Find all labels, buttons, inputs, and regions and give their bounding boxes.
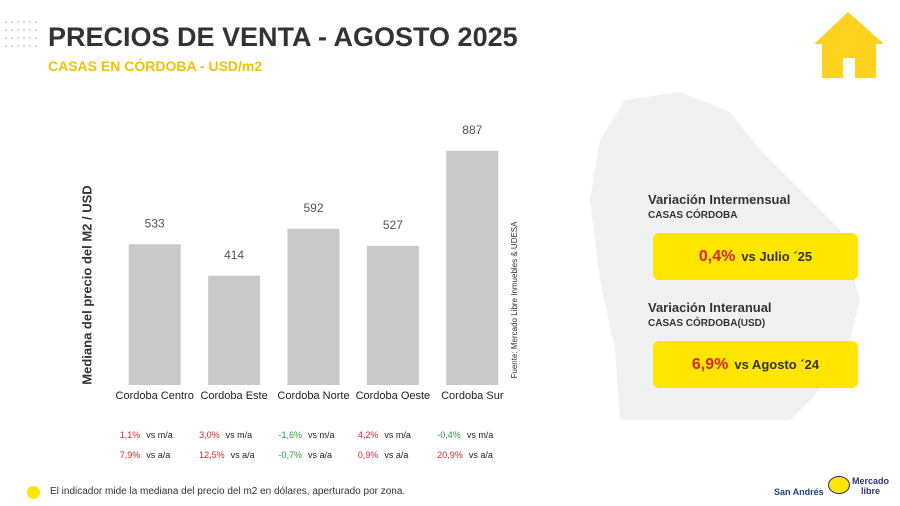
variation-value: 3,0% [199, 430, 220, 440]
x-tick-label: Cordoba Norte [277, 390, 350, 402]
variation: 7,9% vs a/a [120, 450, 210, 460]
x-tick-label: Cordoba Este [200, 390, 268, 402]
variation-label: vs m/a [384, 430, 411, 440]
value-label: 527 [383, 218, 403, 232]
x-tick-label: Cordoba Centro [115, 390, 194, 402]
bar [128, 244, 181, 385]
x-tick-label: Cordoba Oeste [355, 390, 431, 402]
variation-label: vs m/a [225, 430, 253, 440]
variation-value: 7,9% [119, 450, 141, 460]
panel-subtitle: CASAS CÓRDOBA [648, 210, 738, 221]
logo-ml-text: libre [861, 486, 881, 496]
variation: 3,0% vs m/a [199, 430, 289, 440]
variation: 20,9% vs a/a [437, 450, 527, 460]
value-label: 414 [224, 248, 244, 262]
variation: 1,1% vs m/a [120, 430, 210, 440]
chart: Mediana del precio del M2 / USD Fuente: … [79, 123, 519, 385]
panel-box: 6,9% vs Agosto ´24 [653, 341, 858, 388]
variation: -1,6% vs m/a [279, 430, 369, 440]
panel-title: Variación Intermensual [648, 192, 791, 207]
logo-ml: Mercado libre [852, 476, 889, 496]
panel-subtitle: CASAS CÓRDOBA(USD) [648, 318, 766, 329]
variation-label: vs a/a [468, 450, 493, 460]
variation-label: vs m/a [146, 430, 173, 440]
variation: 0,9% vs a/a [358, 450, 448, 460]
variation-label: vs a/a [384, 450, 409, 460]
value-label: 533 [145, 216, 165, 230]
variation: -0,7% vs a/a [279, 450, 369, 460]
value-label: 887 [462, 123, 482, 137]
title: PRECIOS DE VENTA - AGOSTO 2025 [48, 22, 518, 52]
variation-value: 20,9% [437, 450, 463, 460]
bullet [27, 486, 40, 499]
variation: 12,5% vs a/a [199, 450, 289, 460]
panel-value: 6,9% [691, 355, 729, 373]
bar [287, 228, 340, 385]
value-label: 592 [303, 201, 323, 215]
house-icon [814, 12, 884, 78]
logo-ml-icon [828, 476, 850, 494]
variation-value: -0,7% [278, 450, 303, 460]
variation: 4,2% vs m/a [358, 430, 448, 440]
dots [5, 21, 37, 47]
x-tick-label: Cordoba Sur [441, 390, 504, 402]
variation-label: vs m/a [308, 430, 335, 440]
logo-ml-text: Mercado [852, 476, 890, 486]
panel-text: vs Agosto ´24 [734, 357, 820, 372]
bar [446, 150, 499, 385]
variation-value: 1,1% [119, 430, 141, 440]
variation-label: vs a/a [230, 450, 255, 460]
variation-value: 0,9% [357, 450, 379, 460]
panel-text: vs Julio ´25 [741, 249, 813, 264]
bar [208, 275, 261, 385]
variation-label: vs a/a [308, 450, 333, 460]
variation-label: vs a/a [146, 450, 171, 460]
logo-udesa: San Andrés [774, 487, 824, 497]
variation-value: -1,6% [278, 430, 303, 440]
variation-value: 12,5% [199, 450, 225, 460]
subtitle: CASAS EN CÓRDOBA - USD/m2 [48, 58, 263, 74]
variation: -0,4% vs m/a [437, 430, 527, 440]
variation-value: 4,2% [357, 430, 379, 440]
footer-note: El indicador mide la mediana del precio … [50, 486, 406, 497]
variation-label: vs m/a [466, 430, 494, 440]
panel-box: 0,4% vs Julio ´25 [653, 233, 858, 280]
panel-value: 0,4% [698, 247, 736, 265]
y-axis-label: Mediana del precio del M2 / USD [79, 185, 94, 384]
variation-value: -0,4% [437, 430, 461, 440]
panel-title: Variación Interanual [648, 300, 772, 315]
source: Fuente: Mercado Libre Inmuebles & UDESA [510, 221, 519, 379]
bar [366, 245, 419, 385]
